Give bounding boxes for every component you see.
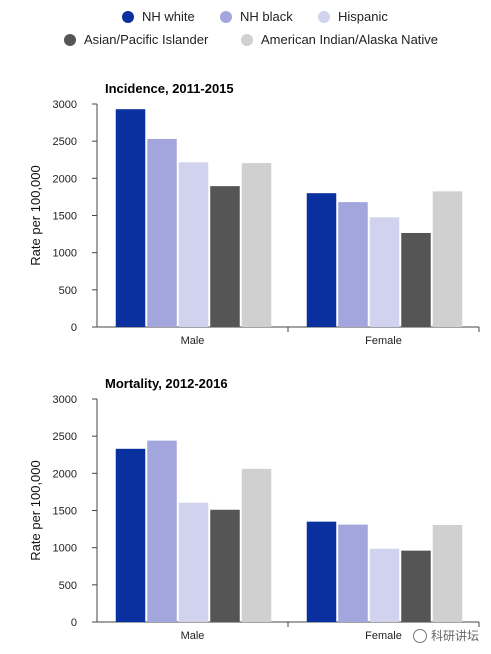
incidence-category-female: Female	[365, 335, 402, 347]
legend-swatch-nh-black	[220, 10, 232, 23]
watermark-text: 科研讲坛	[430, 629, 479, 643]
mortality-ytick-label: 0	[71, 617, 77, 629]
mortality-bar-nh-white-female	[306, 521, 337, 622]
mortality-ytick-label: 1000	[53, 543, 77, 555]
mortality-bar-nh-black-female	[338, 524, 368, 622]
mortality-ytick-label: 1500	[53, 506, 77, 518]
incidence-title: Incidence, 2011-2015	[105, 81, 234, 96]
incidence-ytick-label: 2000	[53, 173, 77, 185]
incidence-bar-hispanic-male	[178, 162, 209, 327]
legend-label-asian-pacific-islander: Asian/Pacific Islander	[84, 32, 209, 47]
mortality-ylabel: Rate per 100,000	[28, 460, 43, 560]
incidence-ytick-label: 500	[59, 285, 77, 297]
legend-item-asian-pacific-islander: Asian/Pacific Islander	[64, 32, 208, 47]
mortality-bar-hispanic-male	[178, 502, 209, 622]
incidence-bar-nh-black-male	[147, 138, 177, 327]
legend-item-nh-white: NH white	[122, 9, 195, 24]
mortality-ytick-label: 500	[59, 580, 77, 592]
incidence-bar-asian-pacific-islander-male	[210, 186, 240, 327]
mortality-ytick-label: 3000	[53, 394, 77, 406]
legend-item-hispanic: Hispanic	[318, 9, 388, 24]
wechat-icon	[412, 628, 427, 643]
mortality-bar-asian-pacific-islander-male	[210, 509, 240, 622]
incidence-bar-american-indian-alaska-native-male	[241, 163, 272, 327]
legend-item-american-indian-alaska-native: American Indian/Alaska Native	[241, 32, 438, 47]
legend-swatch-hispanic	[318, 10, 330, 23]
watermark: 科研讲坛	[412, 627, 479, 644]
mortality-bar-hispanic-female	[369, 548, 400, 622]
incidence-bar-nh-white-male	[115, 109, 146, 327]
mortality-bar-american-indian-alaska-native-male	[241, 468, 272, 622]
incidence-chart: Incidence, 2011-2015 Rate per 100,000 0 500…	[28, 81, 480, 347]
legend-swatch-asian-pacific-islander	[64, 33, 76, 46]
mortality-ytick-label: 2000	[53, 468, 77, 480]
mortality-title: Mortality, 2012-2016	[105, 376, 228, 391]
incidence-ytick-label: 2500	[53, 136, 77, 148]
legend-label-nh-black: NH black	[240, 9, 293, 24]
legend-swatch-american-indian-alaska-native	[241, 33, 253, 46]
mortality-chart: Mortality, 2012-2016 Rate per 100,000 0 500…	[28, 376, 480, 642]
incidence-bar-asian-pacific-islander-female	[401, 232, 431, 327]
mortality-bar-nh-white-male	[115, 448, 146, 622]
legend: NH white NH black Hispanic Asian/Pacific…	[0, 0, 491, 56]
incidence-ytick-label: 0	[71, 322, 77, 334]
mortality-bar-american-indian-alaska-native-female	[432, 524, 463, 622]
incidence-ytick-label: 1500	[53, 211, 77, 223]
incidence-ytick-label: 3000	[53, 99, 77, 111]
incidence-category-male: Male	[181, 335, 205, 347]
legend-swatch-nh-white	[122, 10, 134, 23]
legend-label-american-indian-alaska-native: American Indian/Alaska Native	[261, 32, 439, 47]
legend-item-nh-black: NH black	[220, 9, 293, 24]
legend-label-nh-white: NH white	[142, 9, 195, 24]
legend-label-hispanic: Hispanic	[338, 9, 388, 24]
incidence-bar-hispanic-female	[369, 217, 400, 327]
incidence-bar-american-indian-alaska-native-female	[432, 191, 463, 327]
mortality-category-male: Male	[181, 630, 205, 642]
mortality-category-female: Female	[365, 630, 402, 642]
incidence-bar-nh-white-female	[306, 193, 337, 327]
incidence-ytick-label: 1000	[53, 248, 77, 260]
mortality-ytick-label: 2500	[53, 431, 77, 443]
mortality-bar-asian-pacific-islander-female	[401, 550, 431, 622]
incidence-ylabel: Rate per 100,000	[28, 165, 43, 265]
incidence-bar-nh-black-female	[338, 202, 368, 327]
mortality-bar-nh-black-male	[147, 440, 177, 622]
